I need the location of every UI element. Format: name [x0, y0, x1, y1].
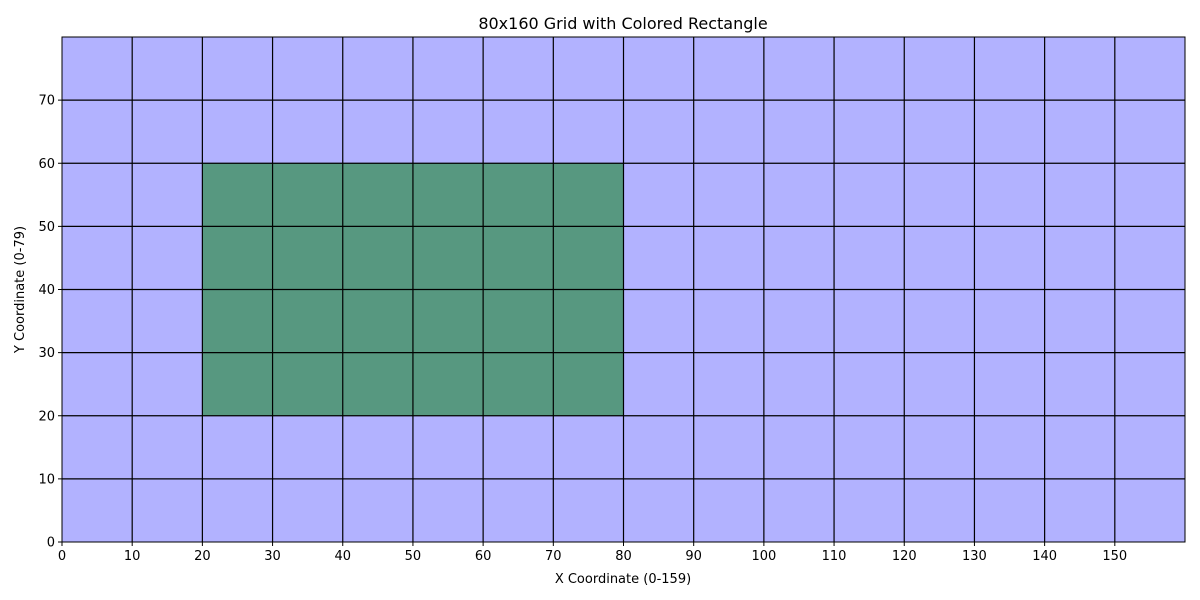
y-tick-label: 50 — [38, 220, 55, 235]
x-tick-label: 140 — [1032, 549, 1057, 564]
x-tick-label: 0 — [58, 549, 66, 564]
x-tick-label: 50 — [405, 549, 422, 564]
x-tick-label: 110 — [822, 549, 847, 564]
x-tick-label: 150 — [1102, 549, 1127, 564]
x-tick-label: 100 — [751, 549, 776, 564]
x-tick-label: 130 — [962, 549, 987, 564]
plot-area — [61, 36, 1186, 543]
y-tick-label: 10 — [38, 472, 55, 487]
x-tick-label: 120 — [892, 549, 917, 564]
y-tick-label: 0 — [47, 536, 55, 551]
y-tick-label: 70 — [38, 94, 55, 109]
x-tick-label: 80 — [615, 549, 632, 564]
x-axis-ticks: 0 10 20 30 40 50 60 70 80 90 100 110 120 130 140 150 — [58, 542, 1127, 564]
chart-title: 80x160 Grid with Colored Rectangle — [478, 14, 767, 33]
y-tick-label: 20 — [38, 409, 55, 424]
x-tick-label: 20 — [194, 549, 211, 564]
grid-lines — [62, 37, 1185, 542]
y-tick-label: 30 — [38, 346, 55, 361]
x-tick-label: 10 — [124, 549, 141, 564]
x-tick-label: 90 — [685, 549, 702, 564]
y-axis-label: Y Coordinate (0-79) — [13, 226, 28, 354]
x-tick-label: 60 — [475, 549, 492, 564]
x-tick-label: 40 — [334, 549, 351, 564]
y-axis-ticks: 0 10 20 30 40 50 60 70 — [38, 94, 62, 551]
x-tick-label: 70 — [545, 549, 562, 564]
x-tick-label: 30 — [264, 549, 281, 564]
y-tick-label: 60 — [38, 157, 55, 172]
x-axis-label: X Coordinate (0-159) — [555, 572, 691, 587]
y-tick-label: 40 — [38, 283, 55, 298]
